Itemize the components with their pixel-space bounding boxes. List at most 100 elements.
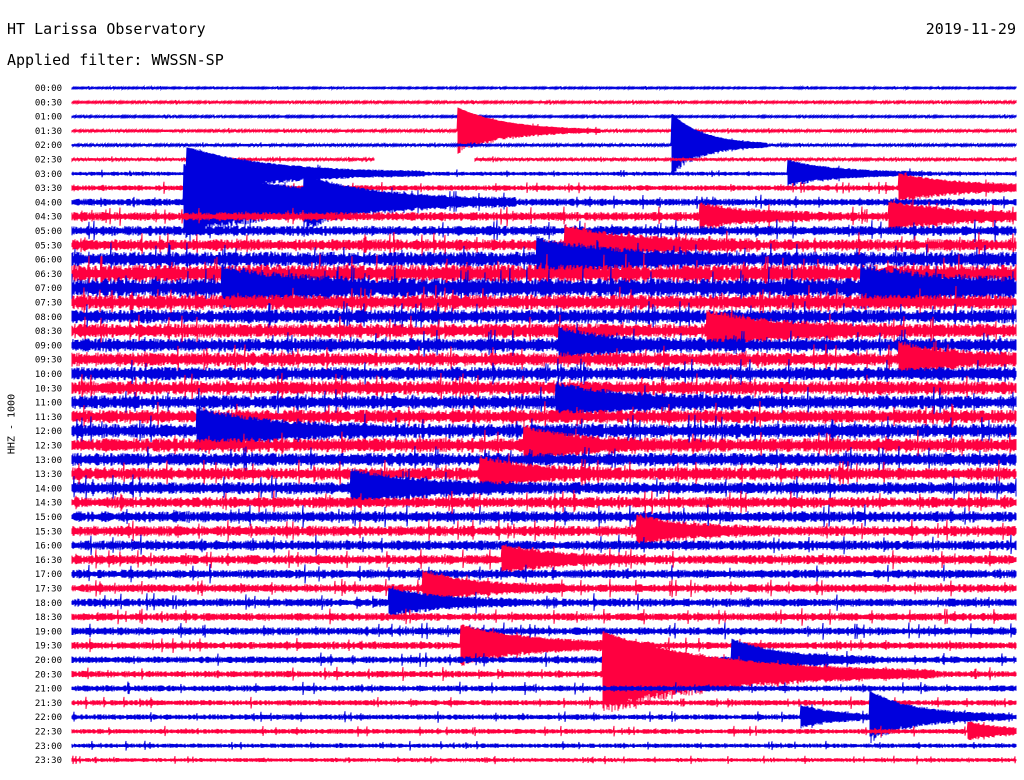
- trace-row-1200: [71, 406, 1017, 453]
- tick-label-0830: 08:30: [35, 327, 62, 337]
- applied-filter-label: Applied filter: WWSSN-SP: [7, 51, 224, 69]
- trace-row-1130: [71, 401, 1017, 432]
- tick-label-1200: 12:00: [35, 427, 62, 437]
- tick-label-1030: 10:30: [35, 384, 62, 394]
- trace-row-0930: [71, 340, 1017, 377]
- tick-label-1830: 18:30: [35, 613, 62, 623]
- trace-row-0900: [71, 321, 1017, 367]
- tick-label-1100: 11:00: [35, 399, 62, 409]
- trace-row-1700: [71, 563, 1017, 584]
- trace-row-1900: [71, 622, 1017, 640]
- tick-label-0600: 06:00: [35, 256, 62, 266]
- trace-row-2300: [71, 740, 1017, 751]
- tick-label-1600: 16:00: [35, 542, 62, 552]
- tick-label-0130: 01:30: [35, 127, 62, 137]
- trace-row-0000: [71, 84, 1017, 92]
- tick-label-0030: 00:30: [35, 98, 62, 108]
- trace-row-2230: [71, 721, 1017, 741]
- tick-label-0430: 04:30: [35, 213, 62, 223]
- trace-row-1400: [71, 468, 1017, 508]
- tick-label-1430: 14:30: [35, 499, 62, 509]
- trace-row-0200: [71, 113, 1017, 176]
- trace-row-0100: [71, 113, 1017, 120]
- tick-label-0530: 05:30: [35, 241, 62, 251]
- trace-row-0830: [71, 304, 1017, 353]
- tick-label-2100: 21:00: [35, 685, 62, 695]
- tick-label-1730: 17:30: [35, 585, 62, 595]
- tick-label-0730: 07:30: [35, 299, 62, 309]
- station-title: HT Larissa Observatory: [7, 20, 206, 38]
- tick-label-1330: 13:30: [35, 470, 62, 480]
- tick-label-0330: 03:30: [35, 184, 62, 194]
- trace-row-1330: [71, 453, 1017, 491]
- tick-label-0100: 01:00: [35, 113, 62, 123]
- trace-row-0300: [71, 147, 1017, 199]
- trace-row-1000: [71, 358, 1017, 389]
- trace-row-2030: [71, 631, 1017, 712]
- tick-label-1800: 18:00: [35, 599, 62, 609]
- tick-label-2300: 23:00: [35, 742, 62, 752]
- trace-row-1630: [71, 544, 1017, 575]
- tick-label-2230: 22:30: [35, 728, 62, 738]
- trace-row-2100: [71, 681, 1017, 696]
- trace-row-1730: [71, 570, 1017, 605]
- tick-label-1300: 13:00: [35, 456, 62, 466]
- tick-label-1530: 15:30: [35, 527, 62, 537]
- tick-label-2130: 21:30: [35, 699, 62, 709]
- trace-row-0630: [71, 253, 1017, 293]
- trace-row-1430: [71, 489, 1017, 515]
- tick-label-0000: 00:00: [35, 84, 62, 94]
- tick-label-0930: 09:30: [35, 356, 62, 366]
- tick-label-0300: 03:00: [35, 170, 62, 180]
- trace-row-0500: [71, 219, 1017, 243]
- trace-row-0130: [71, 107, 1017, 154]
- trace-row-0030: [71, 99, 1017, 106]
- trace-row-1600: [71, 534, 1017, 556]
- trace-row-1530: [71, 513, 1017, 548]
- tick-label-0900: 09:00: [35, 341, 62, 351]
- trace-row-0430: [71, 199, 1017, 232]
- trace-row-1930: [71, 624, 1017, 666]
- trace-row-0530: [71, 222, 1017, 265]
- trace-row-1100: [71, 381, 1017, 422]
- tick-label-1630: 16:30: [35, 556, 62, 566]
- time-tick-labels: 00:00 00:30 01:00 01:30 02:00 02:30 03:00 03:30…: [35, 84, 62, 766]
- tick-label-1230: 12:30: [35, 442, 62, 452]
- tick-label-0500: 05:00: [35, 227, 62, 237]
- trace-row-2330: [71, 755, 1017, 765]
- tick-label-1900: 19:00: [35, 627, 62, 637]
- tick-label-0700: 07:00: [35, 284, 62, 294]
- record-date: 2019-11-29: [925, 20, 1016, 38]
- tick-label-1400: 14:00: [35, 484, 62, 494]
- tick-label-1930: 19:30: [35, 642, 62, 652]
- trace-row-2130: [71, 696, 1017, 709]
- trace-row-1830: [71, 608, 1017, 626]
- trace-row-0730: [71, 285, 1017, 318]
- trace-row-2200: [71, 689, 1017, 744]
- tick-label-1000: 10:00: [35, 370, 62, 380]
- tick-label-0800: 08:00: [35, 313, 62, 323]
- tick-label-2030: 20:30: [35, 670, 62, 680]
- tick-label-0630: 06:30: [35, 270, 62, 280]
- trace-row-0700: [71, 263, 1017, 310]
- tick-label-0400: 04:00: [35, 198, 62, 208]
- trace-group: [71, 84, 1017, 765]
- tick-label-1500: 15:00: [35, 513, 62, 523]
- tick-label-1700: 17:00: [35, 570, 62, 580]
- tick-label-0200: 02:00: [35, 141, 62, 151]
- tick-label-2200: 22:00: [35, 713, 62, 723]
- trace-row-1800: [71, 586, 1017, 619]
- trace-row-1500: [71, 504, 1017, 530]
- trace-row-1230: [71, 422, 1017, 468]
- tick-label-2330: 23:30: [35, 756, 62, 766]
- tick-label-2000: 20:00: [35, 656, 62, 666]
- trace-row-2000: [71, 638, 1017, 680]
- trace-row-1030: [71, 372, 1017, 404]
- tick-label-0230: 02:30: [35, 156, 62, 166]
- trace-row-1300: [71, 446, 1017, 473]
- trace-row-0400: [71, 160, 1017, 242]
- trace-row-0600: [71, 235, 1017, 282]
- tick-label-1130: 11:30: [35, 413, 62, 423]
- trace-row-0800: [71, 301, 1017, 332]
